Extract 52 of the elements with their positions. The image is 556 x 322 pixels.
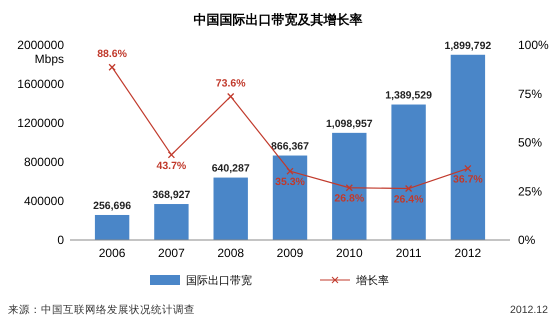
- data-label: 256,696: [93, 200, 132, 212]
- y2-tick-label: 0%: [518, 233, 536, 247]
- point: [227, 92, 234, 100]
- x-tick-label: 2011: [396, 246, 422, 260]
- y2-tick-label: 100%: [518, 38, 550, 52]
- x-tick-label: 2006: [98, 246, 126, 260]
- text: 2012.12: [510, 304, 548, 316]
- point: [464, 164, 472, 172]
- bar: [332, 132, 366, 240]
- y-tick-label: 800000: [24, 155, 64, 169]
- bar: [154, 204, 189, 240]
- x-tick-label: 2009: [276, 246, 304, 260]
- data-label: 368,927: [152, 189, 191, 202]
- data-label: 1,389,529: [385, 90, 432, 102]
- y-axis-title: Mbps: [34, 52, 64, 66]
- y-tick-label: 2000000: [17, 38, 64, 52]
- y-tick-label: 400000: [24, 194, 64, 208]
- point: [286, 168, 294, 175]
- point: [346, 184, 353, 192]
- x-tick-label: 2007: [158, 246, 186, 260]
- x-tick-label: 2010: [336, 246, 363, 260]
- y-tick-label: 1200000: [17, 116, 64, 130]
- chart-title: 中国国际出口带宽及其增长率: [194, 12, 362, 27]
- bar: [272, 156, 308, 240]
- legend-label: 增长率: [355, 274, 389, 287]
- bar: [391, 104, 426, 240]
- y2-tick-label: 25%: [518, 184, 542, 198]
- y2-tick-label: 75%: [518, 86, 542, 101]
- x-tick-label: 2008: [217, 246, 244, 260]
- data-label: 1,899,792: [444, 40, 492, 52]
- data-label: 1,098,957: [326, 118, 373, 130]
- point: [404, 184, 412, 192]
- y2-tick-label: 50%: [518, 136, 542, 150]
- data-label: 43.7%: [156, 160, 187, 172]
- bar: [450, 54, 486, 240]
- bar: [214, 178, 248, 240]
- data-label: 640,287: [212, 162, 250, 175]
- point: [108, 64, 116, 71]
- data-label: 36.7%: [453, 173, 484, 186]
- data-label: 866,367: [271, 140, 310, 153]
- data-label: 26.8%: [334, 192, 365, 205]
- data-label: 26.4%: [394, 194, 424, 206]
- legend-label: 国际出口带宽: [186, 274, 252, 287]
- data-label: 88.6%: [97, 48, 128, 60]
- y-tick-label: 0: [57, 233, 64, 247]
- data-label: 73.6%: [216, 77, 246, 90]
- source-note: 来源：中国互联网络发展状况统计调查: [8, 303, 195, 316]
- point: [168, 151, 176, 158]
- data-label: 35.3%: [275, 176, 306, 188]
- y-tick-label: 1600000: [17, 77, 64, 91]
- bar: [94, 214, 130, 240]
- x-tick-label: 2012: [454, 246, 482, 260]
